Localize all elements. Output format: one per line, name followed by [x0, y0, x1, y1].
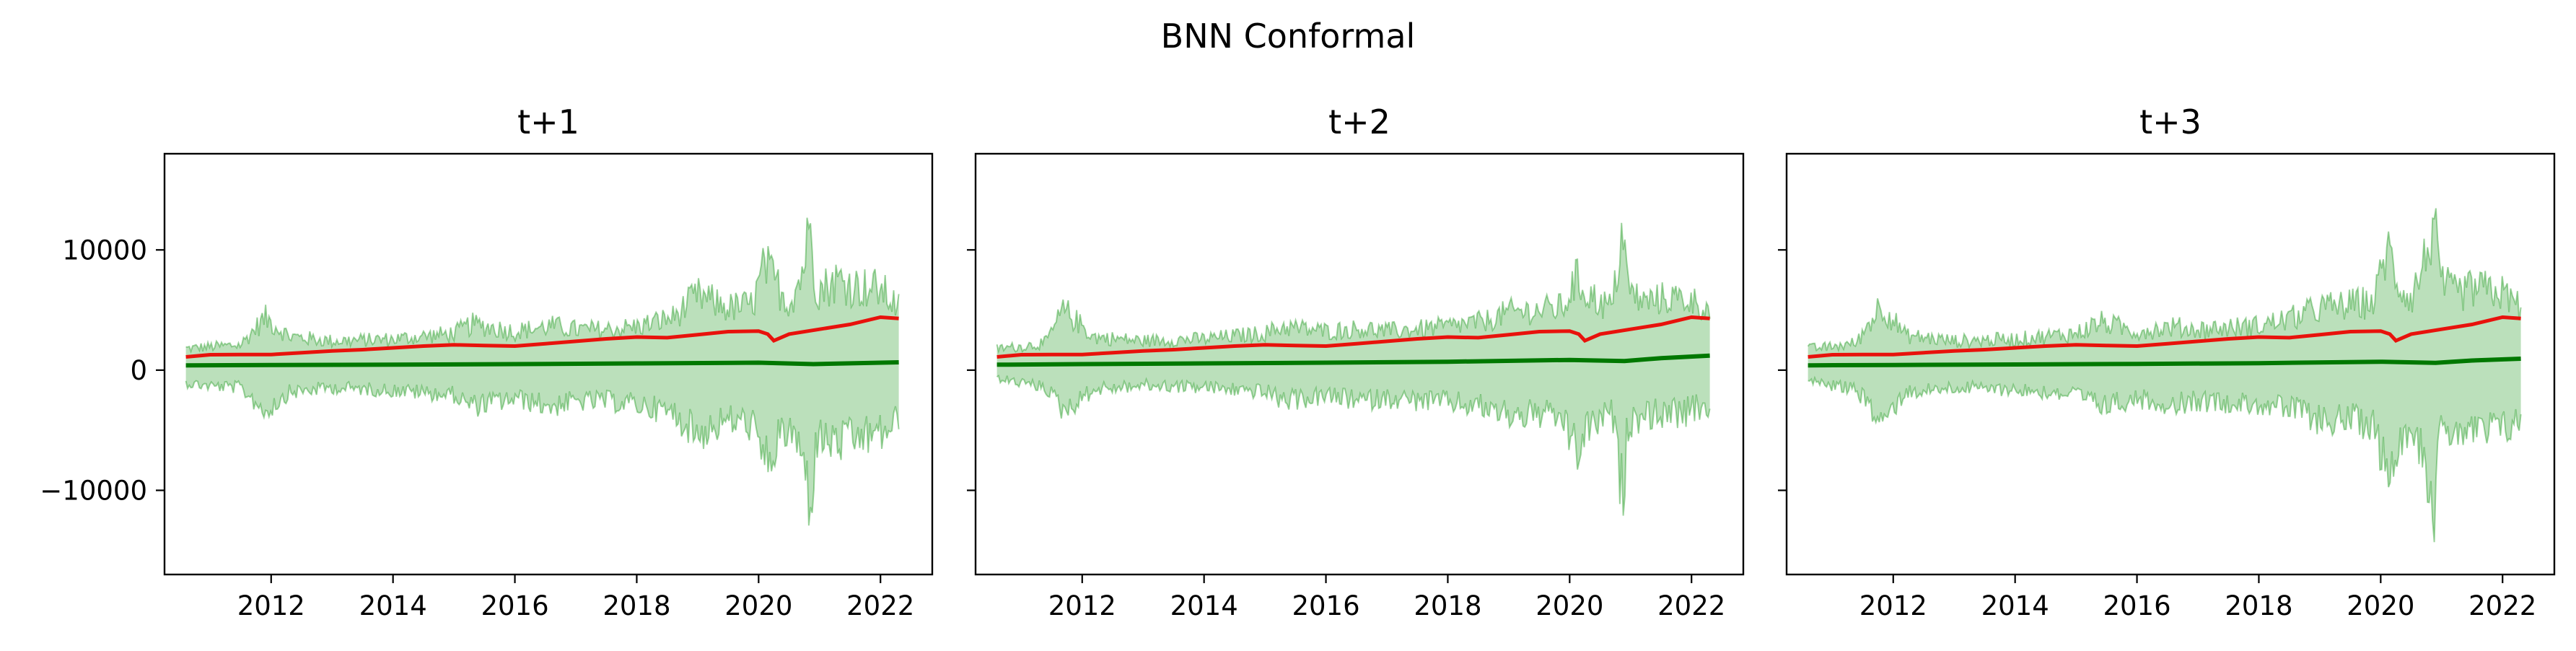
panel-title: t+1: [517, 102, 579, 141]
interval-band: [996, 222, 1710, 516]
interval-band: [185, 217, 899, 526]
interval-lower-line: [996, 374, 1711, 516]
x-tick-label: 2012: [1048, 590, 1116, 621]
plot-area: [1807, 208, 2522, 543]
x-tick-label: 2014: [1981, 590, 2049, 621]
predicted-line: [1808, 357, 2521, 368]
x-tick-label: 2022: [846, 590, 914, 621]
plot-area: [185, 217, 900, 526]
interval-upper-line: [996, 222, 1711, 354]
panel-title: t+3: [2139, 102, 2202, 141]
interval-lower-line: [185, 380, 900, 526]
interval-upper-line: [1807, 208, 2522, 353]
actual-line: [1808, 315, 2521, 359]
y-tick-label: 0: [130, 355, 147, 386]
predicted-line: [185, 360, 899, 368]
x-tick-label: 2022: [1657, 590, 1725, 621]
axes-frame: [163, 152, 934, 576]
predicted-line: [996, 353, 1710, 367]
interval-upper-line: [185, 217, 900, 354]
panel-1: t+1 2012 2014 2016 2018 2020 2022 −10000 0 10000: [40, 102, 934, 621]
plot-area: [996, 222, 1711, 516]
y-tick-label: 10000: [62, 235, 147, 266]
x-tick-label: 2022: [2468, 590, 2536, 621]
actual-line: [996, 315, 1710, 359]
panel-2: t+2 2012 2014 2016 2018 2020 2022: [967, 102, 1745, 621]
x-tick-label: 2012: [237, 590, 305, 621]
x-tick-label: 2018: [1414, 590, 1481, 621]
interval-band: [1808, 208, 2521, 543]
x-tick-label: 2020: [2347, 590, 2414, 621]
x-tick-label: 2020: [1535, 590, 1603, 621]
x-tick-label: 2016: [2103, 590, 2170, 621]
x-tick-label: 2016: [481, 590, 548, 621]
x-tick-label: 2014: [359, 590, 427, 621]
axes-frame: [1785, 152, 2556, 576]
x-tick-label: 2014: [1170, 590, 1238, 621]
panel-3: t+3 2012 2014 2016 2018 2020 2022: [1778, 102, 2556, 621]
actual-line: [185, 315, 899, 359]
x-tick-label: 2018: [2225, 590, 2292, 621]
axes-frame: [974, 152, 1745, 576]
x-tick-label: 2012: [1859, 590, 1927, 621]
x-tick-label: 2020: [724, 590, 792, 621]
x-tick-label: 2016: [1292, 590, 1359, 621]
interval-lower-line: [1808, 375, 2522, 543]
y-tick-label: −10000: [40, 475, 147, 506]
figure-suptitle: BNN Conformal: [1161, 17, 1416, 56]
x-tick-label: 2018: [603, 590, 670, 621]
panel-title: t+2: [1328, 102, 1390, 141]
